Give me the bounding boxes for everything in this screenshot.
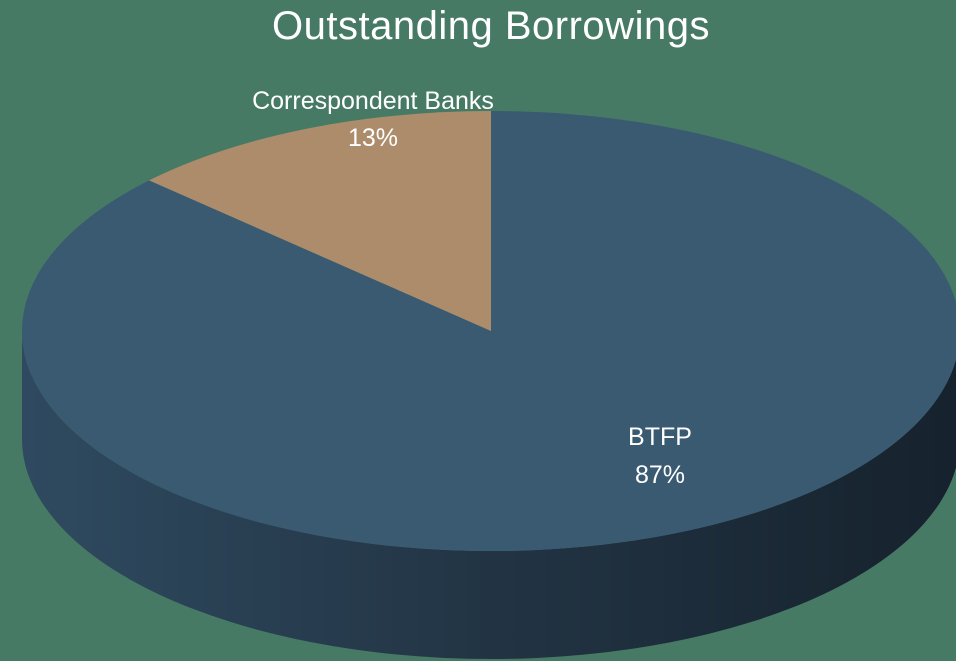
slice-label-percent: 87% [635,461,685,489]
pie-side-btfp [22,331,956,659]
slice-label-name: BTFP [628,423,692,451]
pie-label-layer: BTFP 87% Correspondent Banks 13% [252,87,692,489]
pie-side-layer [22,331,956,659]
pie-top-layer [22,111,956,551]
slice-label-name: Correspondent Banks [252,87,494,115]
chart-title: Outstanding Borrowings [272,4,710,48]
slice-label-percent: 13% [348,124,398,152]
pie-slice-btfp [22,111,956,551]
pie-slice-correspondent-banks [149,111,491,331]
